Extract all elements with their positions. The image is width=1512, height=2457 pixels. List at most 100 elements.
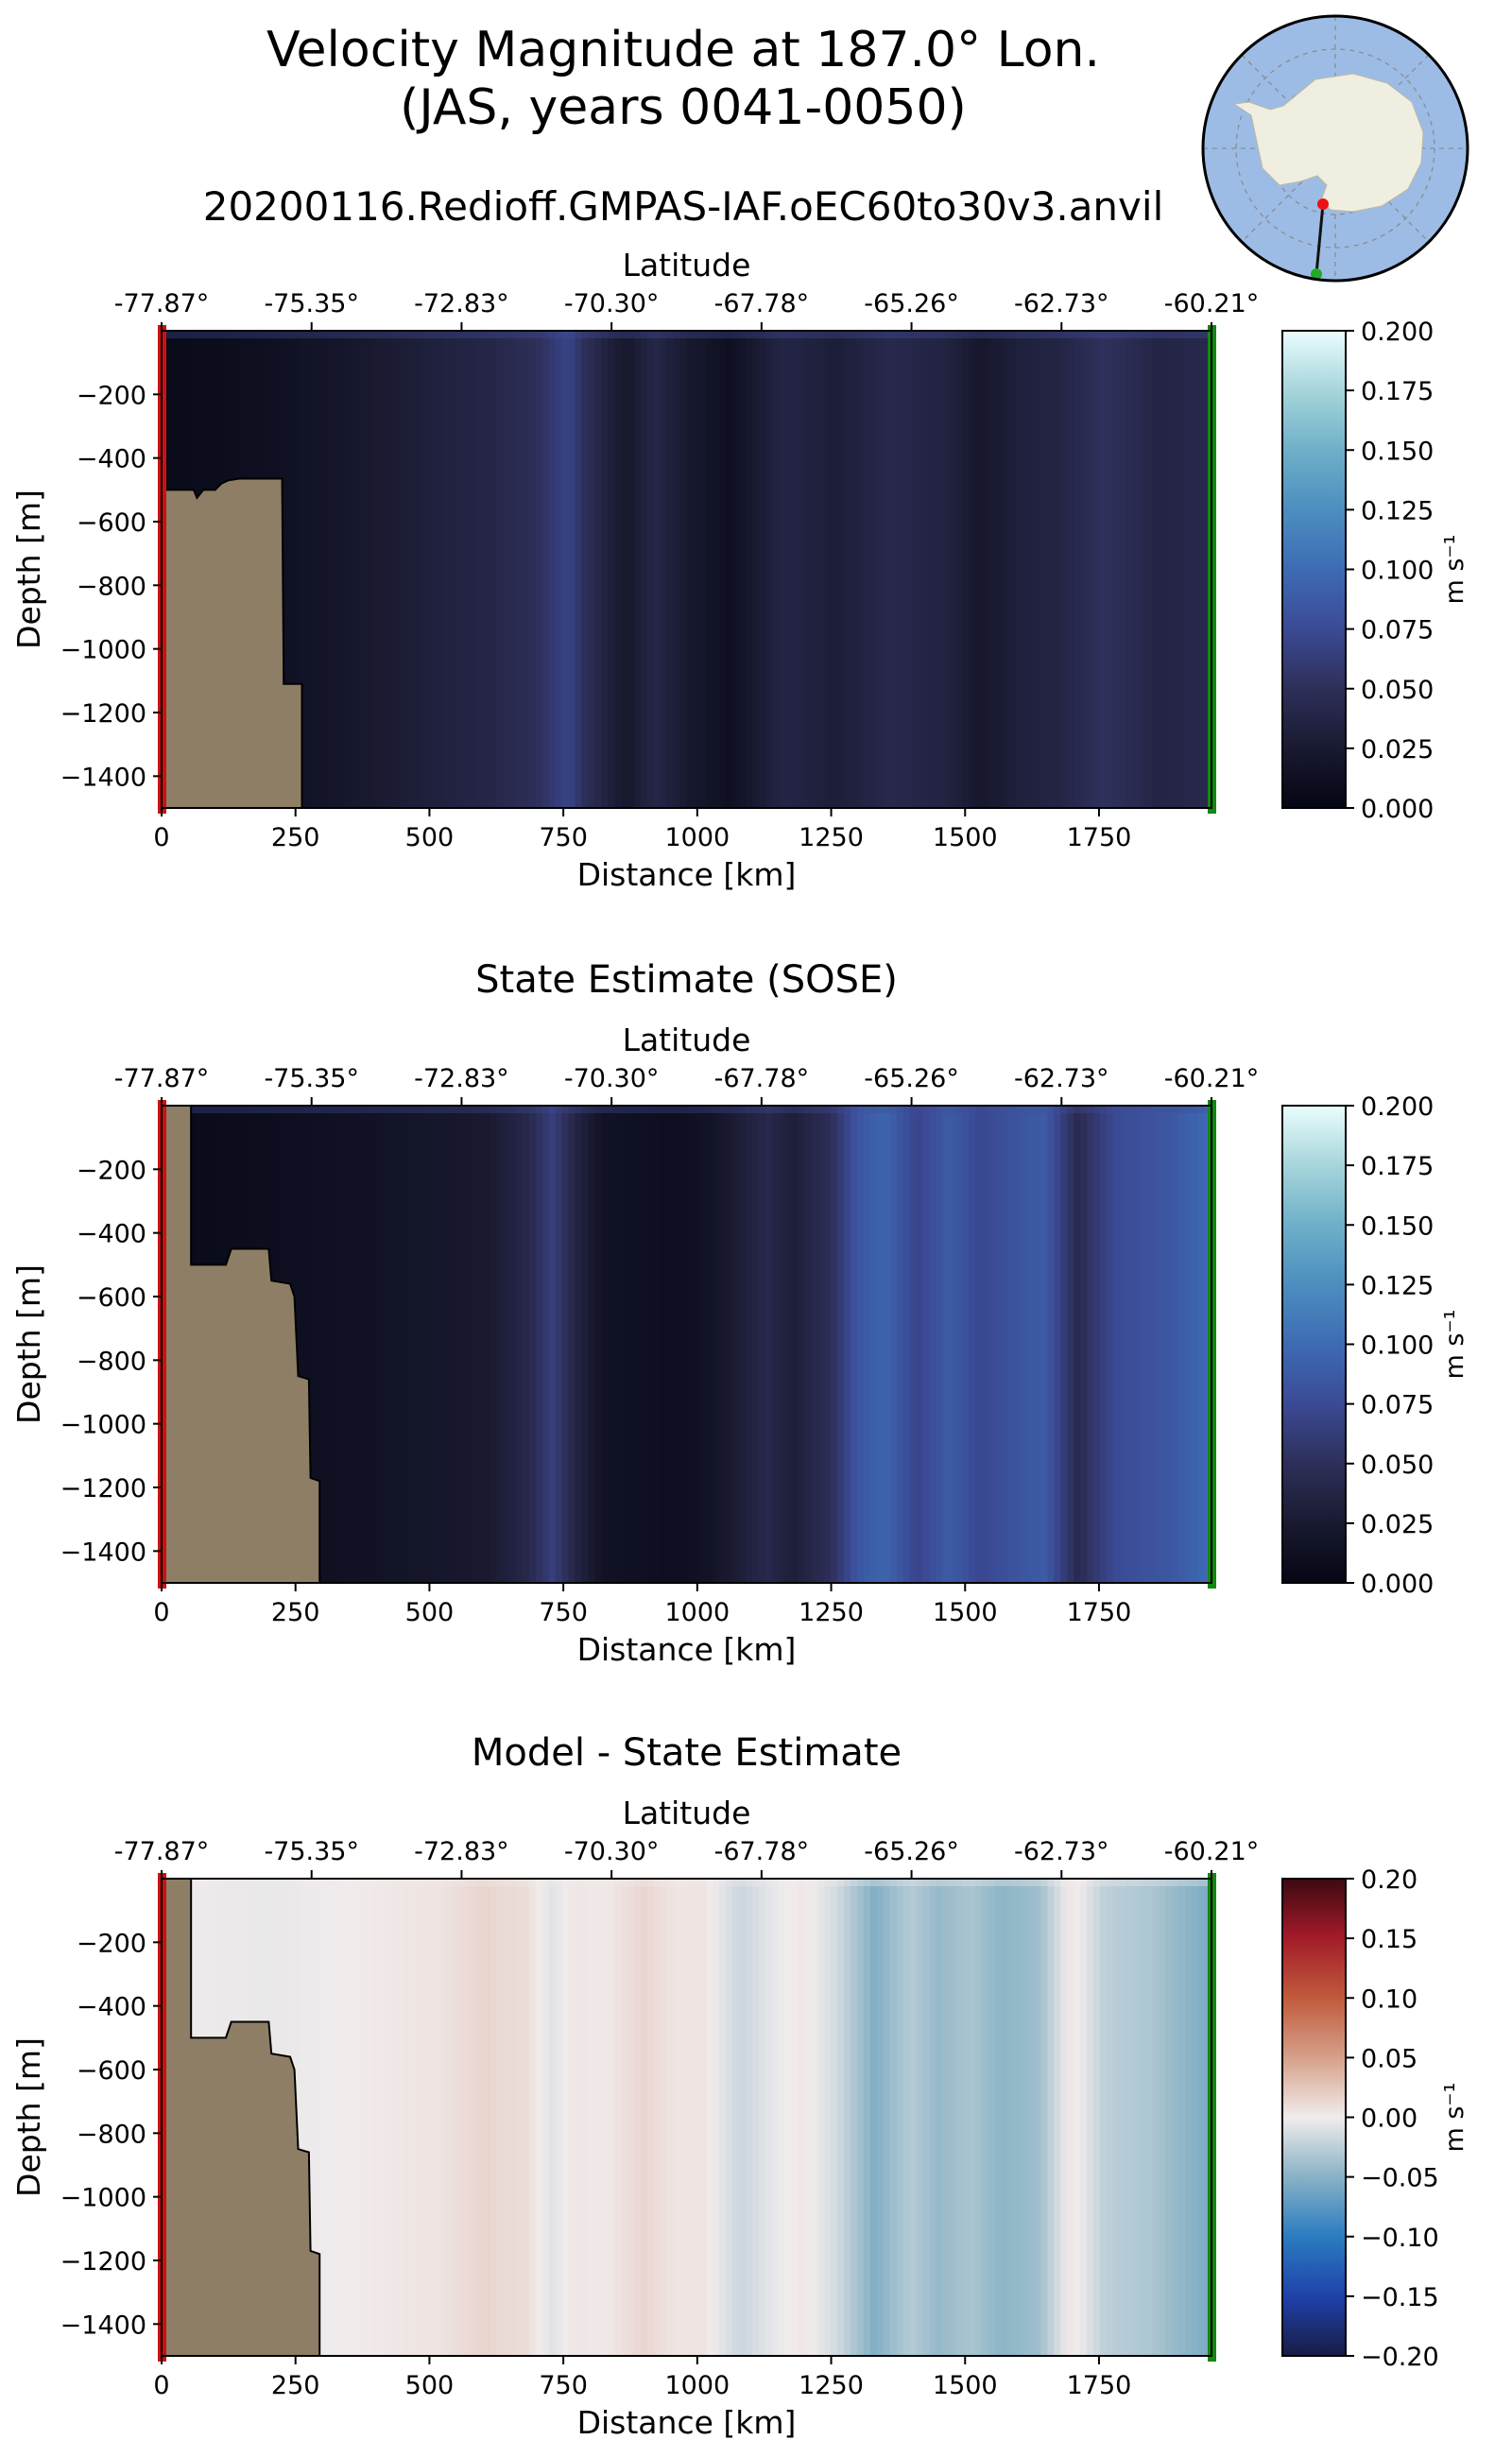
- heatmap-cell: [640, 1879, 648, 2356]
- lat-tick-label: -67.78°: [714, 289, 810, 318]
- plot-frame: [161, 1878, 1212, 2357]
- heatmap-cell: [916, 1879, 924, 2356]
- heatmap-cell: [621, 331, 628, 808]
- heatmap-cell: [850, 1879, 858, 2356]
- colorbar-tick-label: 0.20: [1361, 1865, 1418, 1895]
- heatmap-cell: [726, 1879, 733, 2356]
- panel-title: State Estimate (SOSE): [475, 958, 898, 1002]
- heatmap-cell: [902, 1879, 911, 2356]
- heatmap-cell: [673, 331, 681, 808]
- heatmap-cell: [994, 1106, 1003, 1583]
- heatmap-cell: [385, 1106, 392, 1583]
- heatmap-cell: [305, 331, 314, 808]
- heatmap-cell: [450, 331, 458, 808]
- heatmap-cell: [443, 1106, 452, 1583]
- heatmap-cell: [608, 1879, 615, 2356]
- heatmap-cell: [883, 331, 891, 808]
- x-tick-label: 250: [271, 1598, 320, 1627]
- figure-subtitle: 20200116.Redioff.GMPAS-IAF.oEC60to30v3.a…: [203, 183, 1164, 230]
- y-tick-label: −1000: [60, 1411, 146, 1440]
- y-tick-label: −1400: [60, 1538, 146, 1567]
- heatmap-cell: [365, 1879, 372, 2356]
- x-tick-label: 1750: [1067, 1598, 1132, 1627]
- heatmap-cell: [423, 1106, 432, 1583]
- heatmap-cell: [1119, 1106, 1127, 1583]
- heatmap-cell: [824, 1879, 832, 2356]
- heatmap-cell: [522, 331, 530, 808]
- heatmap-cell: [916, 331, 924, 808]
- heatmap-cell: [679, 1106, 688, 1583]
- figure-title-line1: Velocity Magnitude at 187.0° Lon.: [266, 22, 1100, 78]
- heatmap-cell: [476, 331, 484, 808]
- heatmap-cell: [601, 1106, 609, 1583]
- x-tick-label: 0: [153, 823, 169, 852]
- heatmap-cell: [1172, 1106, 1179, 1583]
- heatmap-cell: [653, 1879, 662, 2356]
- heatmap-cell: [515, 1106, 524, 1583]
- heatmap-cell: [811, 1879, 818, 2356]
- heatmap-cell: [548, 1879, 557, 2356]
- heatmap-cell: [713, 1106, 720, 1583]
- heatmap-cell: [378, 1106, 386, 1583]
- heatmap-cell: [621, 1879, 628, 2356]
- heatmap-cell: [1106, 1879, 1114, 2356]
- lat-tick-label: -75.35°: [264, 1837, 359, 1866]
- bathymetry-land: [163, 1105, 321, 1584]
- heatmap-cell: [876, 1879, 885, 2356]
- heatmap-cell: [771, 1106, 780, 1583]
- heatmap-cell: [515, 331, 524, 808]
- heatmap-cell: [1145, 1106, 1154, 1583]
- heatmap-cell: [404, 331, 412, 808]
- heatmap-cell: [528, 1879, 537, 2356]
- heatmap-cell: [784, 1106, 793, 1583]
- heatmap-cell: [450, 1106, 458, 1583]
- heatmap-cell: [1040, 1879, 1049, 2356]
- heatmap-cell: [896, 1879, 904, 2356]
- heatmap-cell: [581, 331, 589, 808]
- heatmap-cell: [981, 1879, 989, 2356]
- heatmap-cell: [686, 1106, 695, 1583]
- heatmap-cell: [666, 1879, 675, 2356]
- heatmap-cell: [824, 331, 832, 808]
- heatmap-cell: [751, 1106, 760, 1583]
- heatmap-cell: [1021, 331, 1029, 808]
- heatmap-cell: [318, 331, 327, 808]
- y-tick-label: −200: [77, 1929, 146, 1958]
- heatmap-cell: [732, 1106, 740, 1583]
- heatmap-cell: [548, 1106, 557, 1583]
- x-tick-label: 1750: [1067, 823, 1132, 852]
- y-tick-label: −600: [77, 2056, 146, 2086]
- x-tick-label: 250: [271, 2371, 320, 2400]
- heatmap-cell: [876, 1106, 885, 1583]
- heatmap-cell: [784, 1879, 793, 2356]
- inset-map: [1201, 14, 1469, 283]
- heatmap-cell: [1007, 1106, 1016, 1583]
- heatmap-cell: [430, 331, 438, 808]
- heatmap-cell: [456, 331, 465, 808]
- heatmap-cell: [1014, 1106, 1022, 1583]
- heatmap-cell: [1034, 1106, 1042, 1583]
- heatmap-cell: [581, 1106, 589, 1583]
- heatmap-cell: [450, 1879, 458, 2356]
- heatmap-cell: [798, 1879, 806, 2356]
- heatmap-cell: [1099, 331, 1108, 808]
- lat-tick-label: -72.83°: [414, 289, 509, 318]
- heatmap-cell: [594, 1879, 602, 2356]
- heatmap-cell: [614, 331, 622, 808]
- heatmap-cell: [515, 1879, 524, 2356]
- heatmap-cell: [1080, 331, 1088, 808]
- heatmap-cell: [456, 1106, 465, 1583]
- heatmap-cell: [922, 1106, 931, 1583]
- colorbar-tick-label: 0.075: [1361, 1391, 1434, 1420]
- colorbar-tick-label: 0.100: [1361, 557, 1434, 586]
- x-tick-label: 1500: [933, 2371, 998, 2400]
- heatmap-cell: [1125, 1879, 1134, 2356]
- surface-layer: [162, 1106, 1211, 1113]
- heatmap-cell: [673, 1106, 681, 1583]
- heatmap-cell: [666, 1106, 675, 1583]
- y-tick-label: −400: [77, 1993, 146, 2022]
- heatmap-cell: [1067, 1106, 1074, 1583]
- heatmap-cell: [417, 1879, 425, 2356]
- surface-layer: [162, 331, 1211, 338]
- heatmap-cell: [483, 331, 490, 808]
